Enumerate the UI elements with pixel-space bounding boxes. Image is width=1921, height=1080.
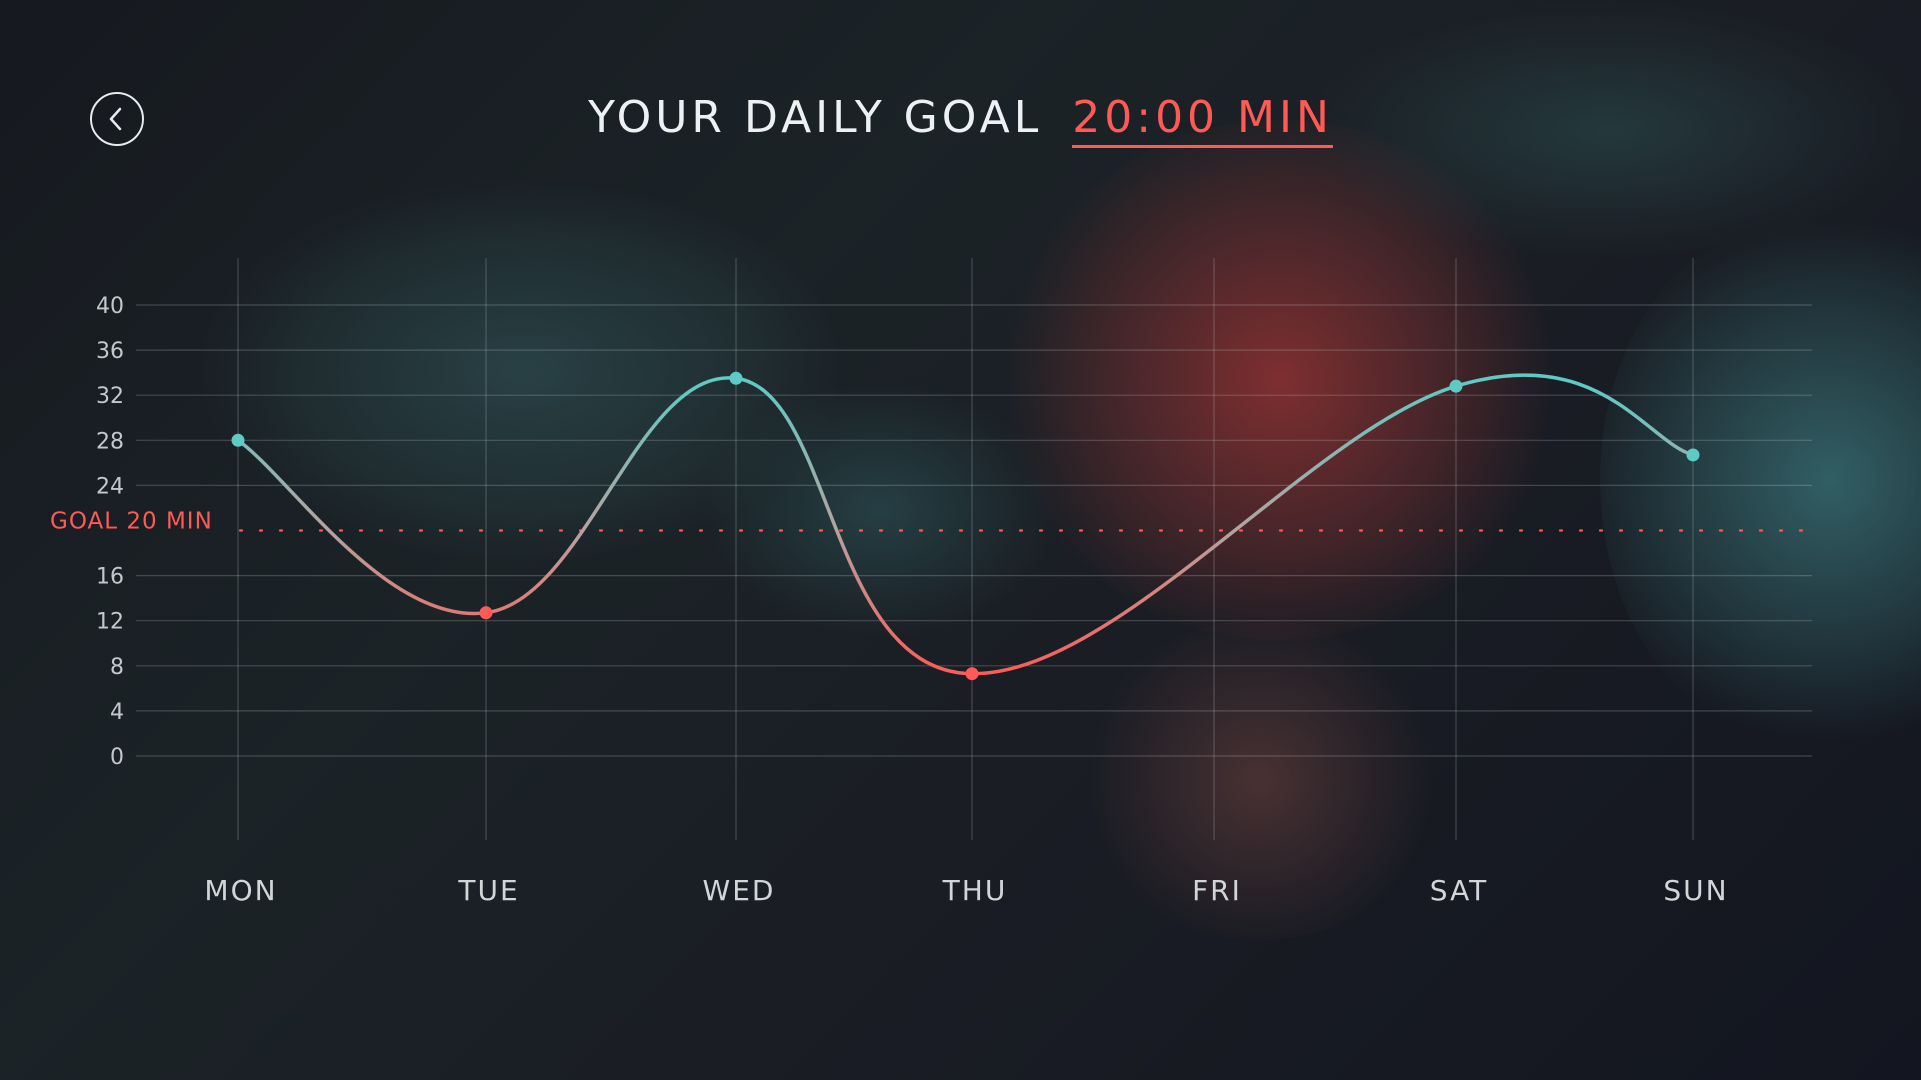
chart-grid	[136, 258, 1812, 840]
x-tick-label: TUE	[457, 874, 519, 907]
y-tick-label: 24	[96, 474, 124, 499]
x-tick-label: MON	[204, 874, 277, 907]
x-tick-label: THU	[942, 874, 1008, 907]
series-line	[238, 375, 1693, 674]
x-tick-label: SUN	[1663, 874, 1728, 907]
y-tick-label: 4	[110, 700, 124, 725]
chart-axes: 0 4 8 12 16 24 28 32 36 40 MON TUE WED THU FRI SAT SUN	[96, 294, 1729, 907]
goal-line-group: GOAL 20 MIN	[50, 509, 1812, 535]
data-point	[730, 372, 743, 385]
data-point	[966, 667, 979, 680]
y-tick-label: 16	[96, 565, 124, 590]
goal-label: GOAL 20 MIN	[50, 509, 213, 535]
x-tick-label: SAT	[1430, 874, 1488, 907]
series-line-group	[238, 375, 1693, 674]
data-point	[1450, 380, 1463, 393]
y-tick-label: 28	[96, 429, 124, 454]
data-points	[232, 372, 1700, 680]
data-point	[1687, 448, 1700, 461]
y-tick-label: 32	[96, 384, 124, 409]
data-point	[232, 434, 245, 447]
x-tick-label: FRI	[1192, 874, 1242, 907]
y-tick-label: 36	[96, 339, 124, 364]
y-tick-label: 12	[96, 610, 124, 635]
y-tick-label: 8	[110, 655, 124, 680]
y-tick-label: 40	[96, 294, 124, 319]
y-tick-label: 0	[110, 745, 124, 770]
data-point	[480, 606, 493, 619]
x-tick-label: WED	[703, 874, 776, 907]
